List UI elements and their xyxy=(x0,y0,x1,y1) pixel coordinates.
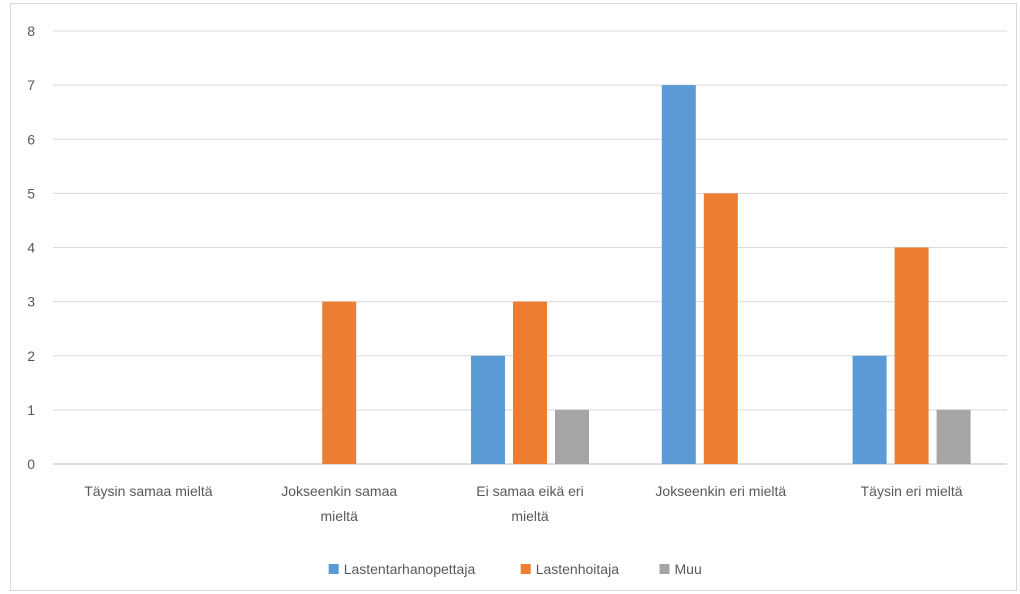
x-tick-label: Jokseenkin eri mieltä xyxy=(655,483,786,499)
legend-swatch xyxy=(659,564,670,574)
bar-lastentarhanopettaja xyxy=(471,355,505,464)
bar-lastenhoitaja xyxy=(513,301,547,464)
y-tick-label: 8 xyxy=(27,23,35,39)
y-tick-label: 0 xyxy=(27,456,35,472)
bar-chart: 0 1 2 3 4 5 6 7 8 Täysin samaa mieltä Jokseenkin s… xyxy=(27,23,1007,577)
legend-swatch xyxy=(520,564,531,574)
legend-label: Lastenhoitaja xyxy=(536,561,620,577)
x-tick-label: Ei samaa eikä eri xyxy=(476,483,583,499)
chart-container: 0 1 2 3 4 5 6 7 8 Täysin samaa mieltä Jokseenkin s… xyxy=(10,3,1017,591)
y-tick-label: 5 xyxy=(27,185,35,201)
legend-swatch xyxy=(328,564,339,574)
legend-label: Lastentarhanopettaja xyxy=(344,561,476,577)
x-tick-label: Täysin samaa mieltä xyxy=(84,483,213,499)
x-tick-label: mieltä xyxy=(511,508,549,524)
x-tick-label: Täysin eri mieltä xyxy=(861,483,963,499)
legend-label: Muu xyxy=(675,561,702,577)
y-tick-label: 6 xyxy=(27,131,35,147)
y-tick-label: 3 xyxy=(27,294,35,310)
y-tick-label: 2 xyxy=(27,348,35,364)
bar-lastentarhanopettaja xyxy=(661,85,696,464)
bar-lastenhoitaja xyxy=(322,301,357,464)
bar-muu xyxy=(936,409,971,464)
x-tick-label: mieltä xyxy=(321,508,359,524)
bar-lastentarhanopettaja xyxy=(852,355,887,464)
bar-muu xyxy=(555,409,589,464)
y-tick-label: 7 xyxy=(27,77,35,93)
x-tick-label: Jokseenkin samaa xyxy=(281,483,397,499)
y-tick-label: 1 xyxy=(27,402,35,418)
bar-lastenhoitaja xyxy=(894,247,929,464)
y-tick-label: 4 xyxy=(27,240,35,256)
bar-lastenhoitaja xyxy=(703,193,738,464)
